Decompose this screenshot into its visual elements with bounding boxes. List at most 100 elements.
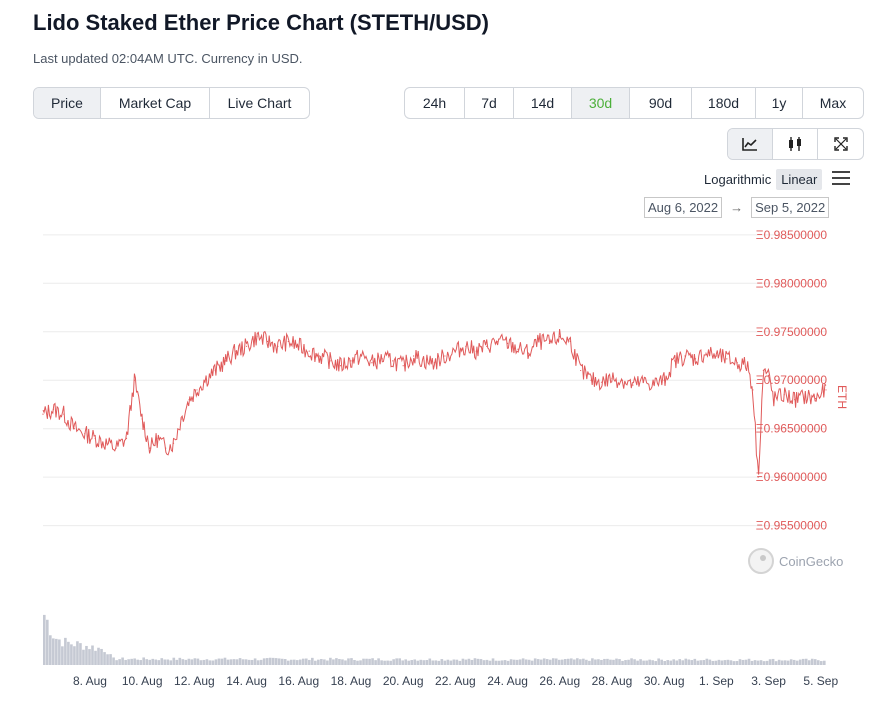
volume-bar xyxy=(573,659,576,665)
date-range-picker: Aug 6, 2022 → Sep 5, 2022 xyxy=(644,197,830,218)
volume-bar xyxy=(73,646,76,665)
x-tick-label: 16. Aug xyxy=(278,674,319,688)
price-point xyxy=(569,340,571,343)
volume-bar xyxy=(576,658,579,665)
volume-bar xyxy=(244,659,248,665)
range-24h-button[interactable]: 24h xyxy=(405,88,465,118)
x-tick-label: 20. Aug xyxy=(383,674,424,688)
date-from-input[interactable]: Aug 6, 2022 xyxy=(644,197,723,218)
volume-bar xyxy=(259,659,263,665)
range-1y-button[interactable]: 1y xyxy=(756,88,803,118)
volume-bar xyxy=(500,660,504,665)
tab-market-cap[interactable]: Market Cap xyxy=(101,88,210,118)
volume-bar xyxy=(280,658,284,665)
price-point xyxy=(298,345,300,347)
volume-bar xyxy=(238,658,242,665)
y-tick-label: Ξ0.97500000 xyxy=(756,325,828,339)
volume-bar xyxy=(741,659,745,665)
range-180d-button[interactable]: 180d xyxy=(692,88,756,118)
volume-bar xyxy=(308,659,311,665)
volume-bar xyxy=(437,660,441,665)
volume-bar xyxy=(142,657,145,665)
volume-bar xyxy=(461,658,465,665)
logarithmic-scale-option[interactable]: Logarithmic xyxy=(704,172,772,187)
price-point xyxy=(621,379,624,381)
price-point xyxy=(149,447,151,449)
volume-bar xyxy=(401,660,404,665)
volume-bar xyxy=(130,658,133,665)
volume-bar xyxy=(533,658,537,665)
date-range-arrow: → xyxy=(730,200,744,215)
volume-bar xyxy=(545,659,549,665)
volume-bar xyxy=(485,659,489,665)
volume-bar xyxy=(253,658,257,665)
volume-bar xyxy=(777,659,781,665)
price-point xyxy=(747,365,749,367)
volume-bar xyxy=(274,658,278,665)
volume-bar xyxy=(301,658,305,665)
x-tick-label: 30. Aug xyxy=(644,674,685,688)
volume-bar xyxy=(67,641,70,665)
candlestick-button[interactable] xyxy=(773,129,818,159)
volume-bar xyxy=(807,660,811,665)
price-point xyxy=(486,345,488,347)
volume-bar xyxy=(455,659,459,665)
volume-bar xyxy=(750,660,754,665)
volume-bar xyxy=(133,658,136,665)
price-point xyxy=(496,340,498,343)
chart-menu-icon[interactable] xyxy=(832,171,850,185)
volume-bar xyxy=(112,657,115,665)
volume-bar xyxy=(395,658,398,665)
volume-bar xyxy=(518,659,522,665)
volume-bar xyxy=(786,660,790,665)
price-point xyxy=(705,352,707,354)
volume-bar xyxy=(353,660,356,665)
volume-bar xyxy=(723,660,727,665)
range-7d-button[interactable]: 7d xyxy=(465,88,514,118)
price-point xyxy=(360,355,363,357)
chart-view-tab-group xyxy=(727,128,864,160)
volume-bar xyxy=(624,660,627,665)
line-chart-button[interactable] xyxy=(728,129,773,159)
price-point xyxy=(287,340,289,343)
price-point xyxy=(180,418,182,420)
volume-bar xyxy=(822,660,826,665)
volume-bar xyxy=(217,658,221,665)
x-tick-label: 24. Aug xyxy=(487,674,528,688)
tab-live-chart[interactable]: Live Chart xyxy=(227,95,292,111)
price-point xyxy=(475,350,477,352)
scale-toggle: Logarithmic Linear xyxy=(699,169,823,190)
volume-bar xyxy=(398,658,401,665)
range-max-button[interactable]: Max xyxy=(819,95,847,111)
volume-bar xyxy=(190,659,194,665)
volume-bar xyxy=(127,659,130,665)
range-30d-button[interactable]: 30d xyxy=(572,88,630,118)
volume-bar xyxy=(199,660,203,665)
fullscreen-button[interactable] xyxy=(818,129,863,159)
volume-bar xyxy=(747,658,751,665)
volume-bar xyxy=(211,660,215,665)
volume-bar xyxy=(711,660,715,665)
range-14d-button[interactable]: 14d xyxy=(514,88,572,118)
volume-layer xyxy=(43,614,826,665)
y-tick-label: Ξ0.96000000 xyxy=(756,470,828,484)
volume-bar xyxy=(819,661,823,665)
volume-bar xyxy=(94,650,97,665)
volume-bar xyxy=(256,660,260,665)
volume-bar xyxy=(810,658,814,665)
volume-bar xyxy=(389,660,392,665)
price-point xyxy=(63,413,65,415)
volume-bar xyxy=(759,660,763,665)
tab-price[interactable]: Price xyxy=(34,88,101,118)
linear-scale-option[interactable]: Linear xyxy=(776,169,823,190)
price-point xyxy=(611,377,613,379)
date-to-input[interactable]: Sep 5, 2022 xyxy=(751,197,830,218)
grid-layer xyxy=(43,234,826,527)
volume-bar xyxy=(804,658,808,665)
price-point xyxy=(73,428,75,430)
volume-bar xyxy=(618,659,621,665)
volume-bar xyxy=(431,660,435,665)
volume-bar xyxy=(633,659,636,665)
range-90d-button[interactable]: 90d xyxy=(630,88,692,118)
volume-bar xyxy=(163,659,167,665)
